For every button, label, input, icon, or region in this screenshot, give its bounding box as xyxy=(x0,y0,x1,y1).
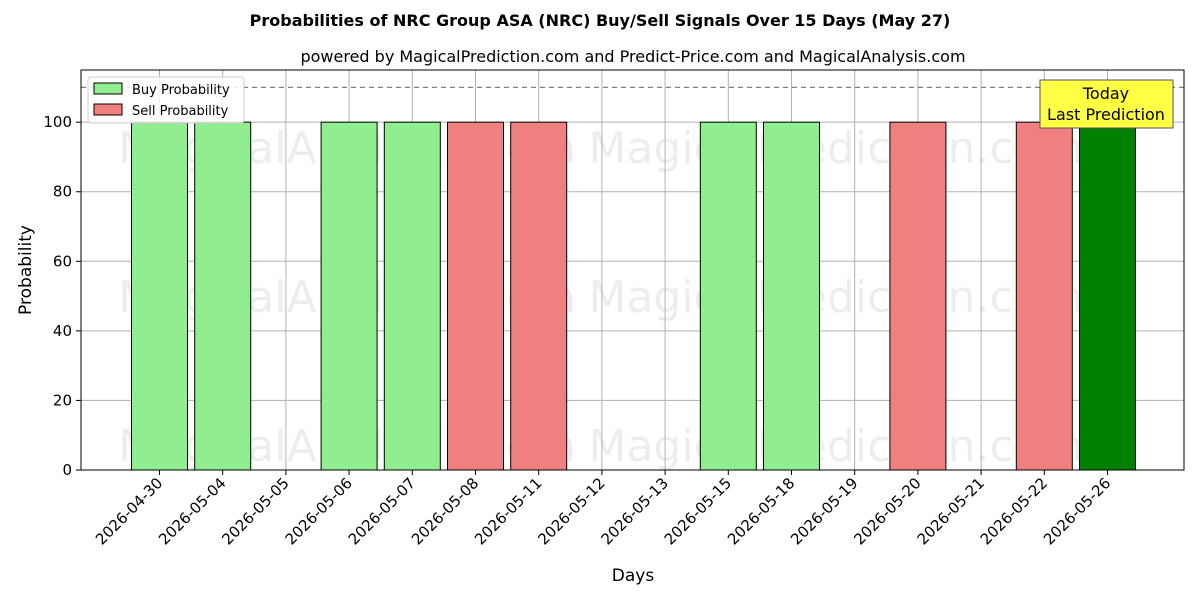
x-tick-label: 2026-05-12 xyxy=(534,474,608,548)
x-tick-label: 2026-05-05 xyxy=(218,474,292,548)
watermark-prediction: MagicalPrediction.com xyxy=(589,272,1084,323)
y-axis-label: Probability xyxy=(16,225,36,315)
watermark-prediction: MagicalPrediction.com xyxy=(589,123,1084,174)
x-tick-label: 2026-05-18 xyxy=(724,474,798,548)
y-tick-label: 40 xyxy=(53,322,72,340)
x-axis-label: Days xyxy=(612,566,655,586)
today-annotation: Today Last Prediction xyxy=(1039,79,1174,129)
x-tick-label: 2026-05-26 xyxy=(1040,474,1114,548)
bar-buy-2026-05-04 xyxy=(194,121,252,471)
chart-title: Probabilities of NRC Group ASA (NRC) Buy… xyxy=(250,11,951,30)
legend: Buy Probability Sell Probability xyxy=(87,76,245,124)
y-axis-ticks: 0 20 40 60 80 100 xyxy=(43,113,81,479)
x-tick-label: 2026-05-04 xyxy=(155,474,229,548)
bar-buy-2026-05-06 xyxy=(320,121,378,471)
annotation-today: Today xyxy=(1082,84,1129,103)
x-tick-label: 2026-05-21 xyxy=(914,474,988,548)
x-tick-label: 2026-05-08 xyxy=(408,474,482,548)
x-axis-ticks: 2026-04-302026-05-042026-05-052026-05-06… xyxy=(92,470,1114,548)
y-tick-label: 100 xyxy=(43,113,72,131)
bar-today-2026-05-26 xyxy=(1079,121,1136,471)
x-tick-label: 2026-05-07 xyxy=(345,474,419,548)
legend-label-buy: Buy Probability xyxy=(132,83,230,98)
x-tick-label: 2026-05-20 xyxy=(850,474,924,548)
x-tick-label: 2026-05-19 xyxy=(787,474,861,548)
y-tick-label: 0 xyxy=(62,461,72,479)
x-tick-label: 2026-05-15 xyxy=(661,474,735,548)
x-tick-label: 2026-05-06 xyxy=(282,474,356,548)
x-tick-label: 2026-05-22 xyxy=(977,474,1051,548)
x-tick-label: 2026-05-13 xyxy=(598,474,672,548)
bar-sell-2026-05-20 xyxy=(889,121,947,471)
bar-sell-2026-05-08 xyxy=(447,121,504,471)
y-tick-label: 20 xyxy=(53,391,72,409)
chart-subtitle: powered by MagicalPrediction.com and Pre… xyxy=(300,47,965,66)
bar-sell-2026-05-11 xyxy=(510,121,568,471)
x-tick-label: 2026-04-30 xyxy=(92,474,166,548)
bar-sell-2026-05-22 xyxy=(1015,121,1073,471)
legend-box xyxy=(87,76,245,124)
bar-buy-2026-04-30 xyxy=(131,121,188,471)
annotation-box xyxy=(1039,79,1174,129)
bar-buy-2026-05-07 xyxy=(383,121,441,471)
legend-swatch-sell xyxy=(93,103,123,116)
legend-swatch-buy xyxy=(93,82,123,95)
plot-frame xyxy=(80,69,1185,471)
bar-buy-2026-05-15 xyxy=(699,121,757,471)
x-tick-label: 2026-05-11 xyxy=(471,474,545,548)
y-tick-label: 80 xyxy=(53,183,72,201)
y-tick-label: 60 xyxy=(53,252,72,270)
watermark-prediction: MagicalPrediction.com xyxy=(589,421,1084,472)
legend-label-sell: Sell Probability xyxy=(132,104,229,119)
bars-layer xyxy=(131,121,1136,471)
annotation-last-prediction: Last Prediction xyxy=(1047,105,1165,124)
bar-buy-2026-05-18 xyxy=(763,121,820,471)
